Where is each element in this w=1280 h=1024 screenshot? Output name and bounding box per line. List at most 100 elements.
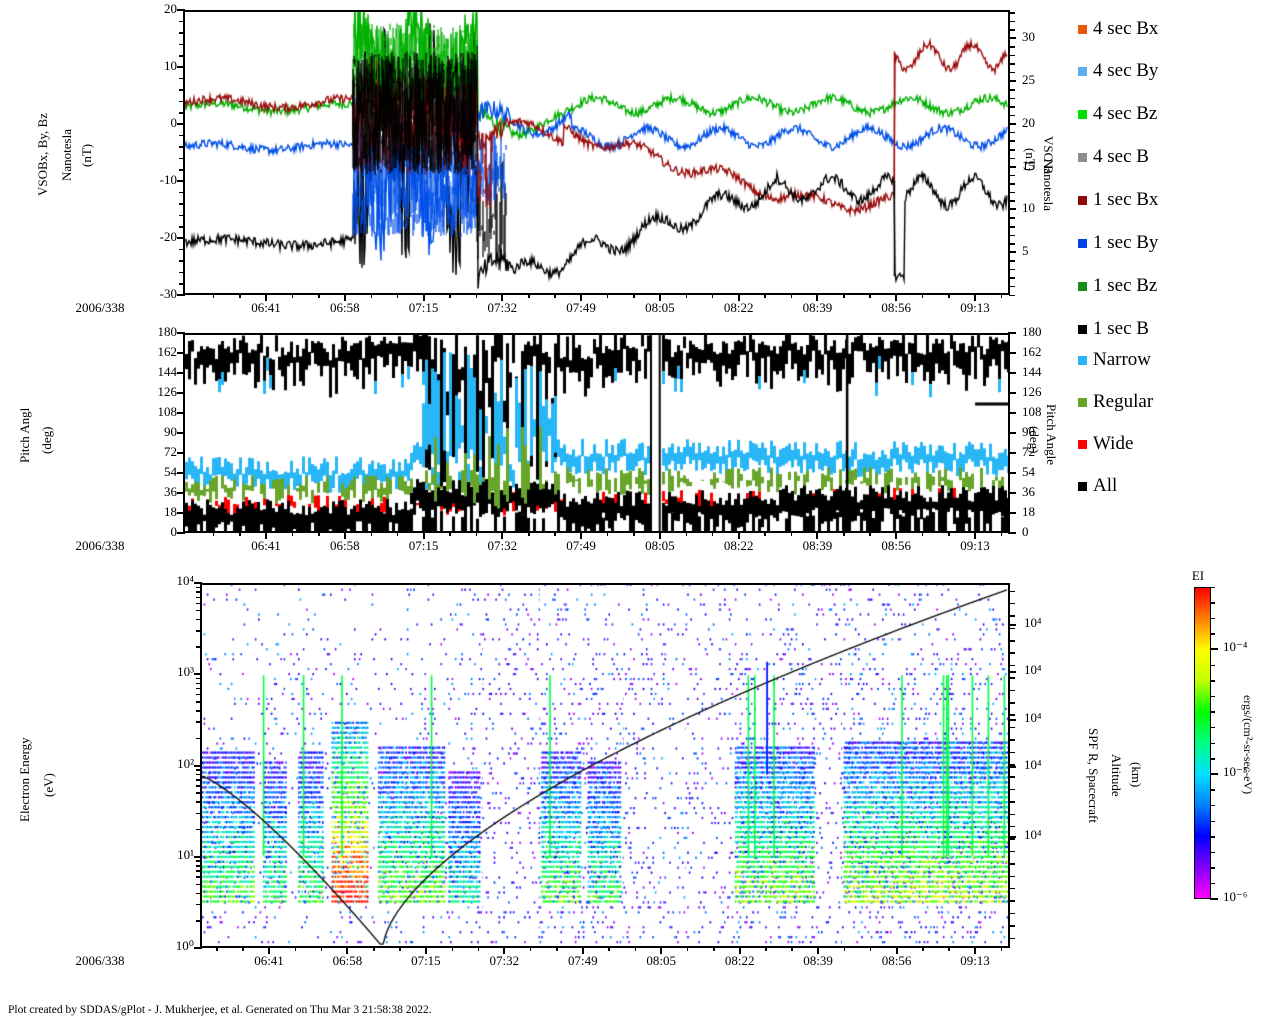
x-tick-label: 08:56 <box>881 300 912 315</box>
spectrogram-y-right-minor-tick <box>1009 838 1015 840</box>
colorbar-minor-tick <box>1210 602 1215 604</box>
legend-label: 4 sec Bx <box>1093 18 1159 39</box>
x-tick-label: 07:49 <box>566 538 596 553</box>
magnetic-date-label: 2006/338 <box>75 300 125 315</box>
x-minor-tick <box>475 293 478 298</box>
magnetic-y-minor-tick <box>179 169 184 171</box>
spectrogram-y-right-minor-tick <box>1009 664 1015 667</box>
legend-item-regular[interactable]: Regular <box>1078 391 1153 413</box>
x-tick-mark <box>658 531 661 539</box>
magnetic-y-right-minor-tick <box>1009 97 1015 100</box>
spectrogram-y-right-minor-tick <box>1009 751 1015 754</box>
magnetic-y-tick-mark <box>177 294 185 296</box>
spectrogram-y-right-minor-tick <box>1009 602 1015 605</box>
spectrogram-y-axis-label-2: (eV) <box>41 760 66 810</box>
pitch-y-right-line1: Pitch Angle <box>1043 404 1059 466</box>
x-tick-mark <box>265 293 267 301</box>
x-minor-tick <box>634 946 637 951</box>
spectrogram-y-right-minor-tick <box>1009 764 1015 766</box>
spectrogram-y-tick-label: 10¹ <box>177 846 194 862</box>
pitch-y-right-tick-label: 126 <box>1022 384 1042 399</box>
spectrogram-y-right-label-3: (km) <box>1128 740 1152 810</box>
legend-item-4-sec-b[interactable]: 4 sec B <box>1078 146 1149 168</box>
colorbar-title: EI <box>1191 568 1205 583</box>
magnetic-y-right-tick-label: 10 <box>1022 200 1035 216</box>
spectrogram-y-label-line2: (eV) <box>41 773 56 797</box>
magnetic-y-right-minor-tick <box>1009 277 1015 279</box>
spectrogram-y-minor-tick <box>196 609 201 612</box>
colorbar-minor-tick <box>1210 680 1215 682</box>
spectrogram-y-minor-tick <box>196 920 201 922</box>
legend-item-4-sec-bx[interactable]: 4 sec Bx <box>1078 18 1158 40</box>
colorbar-minor-tick <box>1210 695 1215 698</box>
pitch-y-right-tick-label: 108 <box>1022 404 1042 419</box>
magnetic-y-tick-mark <box>177 123 185 125</box>
spectrogram-y-tick-mark <box>194 855 202 858</box>
spectrogram-y-right-minor-tick <box>1009 739 1015 741</box>
x-tick-mark <box>424 946 427 954</box>
spectrogram-y-right-minor-tick <box>1009 912 1015 915</box>
magnetic-y-right-minor-tick <box>1009 191 1015 194</box>
x-tick-mark <box>268 946 270 954</box>
spectrogram-y-right-minor-tick <box>1009 714 1015 716</box>
colorbar-minor-tick <box>1210 758 1215 760</box>
pitch-y-tick-label: 162 <box>157 344 178 359</box>
spectrogram-y-minor-tick <box>196 710 201 712</box>
spectrogram-y-minor-tick <box>196 812 201 815</box>
x-tick-mark <box>503 946 506 954</box>
colorbar-minor-tick <box>1210 726 1215 729</box>
magnetic-y-right-minor-tick <box>1009 157 1015 160</box>
magnetic-y-right-minor-tick <box>1009 260 1015 262</box>
x-minor-tick <box>869 946 872 951</box>
x-tick-mark <box>581 946 584 954</box>
magnetic-y-tick-label: 10 <box>164 58 177 73</box>
x-tick-label: 09:13 <box>960 300 990 315</box>
x-minor-tick <box>554 531 556 536</box>
legend-item-narrow[interactable]: Narrow <box>1078 349 1151 371</box>
pitch-y-right-tick-label: 90 <box>1022 424 1035 439</box>
x-minor-tick <box>869 293 871 298</box>
spectrogram-y-minor-tick <box>196 630 201 632</box>
x-tick-mark <box>422 293 425 301</box>
legend-item-1-sec-by[interactable]: 1 sec By <box>1078 232 1158 254</box>
x-tick-mark <box>737 293 740 301</box>
legend-item-1-sec-bz[interactable]: 1 sec Bz <box>1078 275 1157 297</box>
magnetic-y-right-line2: Nanotesla <box>1040 159 1056 211</box>
x-tick-mark <box>658 293 661 301</box>
pitch-y-tick-label: 18 <box>164 504 177 519</box>
electron-spectrogram-frame <box>200 583 1010 948</box>
legend-item-1-sec-bx[interactable]: 1 sec Bx <box>1078 189 1158 211</box>
spectrogram-y-right-tick-label: 10⁴ <box>1024 614 1042 630</box>
x-tick-label: 06:41 <box>251 538 281 553</box>
magnetic-y-right-minor-tick <box>1009 131 1015 134</box>
legend-item-wide[interactable]: Wide <box>1078 433 1133 455</box>
magnetic-y-right-tick-label: 30 <box>1022 29 1035 45</box>
legend-item-4-sec-bz[interactable]: 4 sec Bz <box>1078 103 1157 125</box>
pitch-y-tick-mark <box>177 452 185 454</box>
legend-label: Narrow <box>1093 349 1152 370</box>
magnetic-y-minor-tick <box>179 134 184 137</box>
spectrogram-y-right-tick-label: 10⁴ <box>1024 757 1042 773</box>
magnetic-y-label-line3: (nT) <box>79 143 94 167</box>
legend-item-all[interactable]: All <box>1078 475 1117 497</box>
spectrogram-y-minor-tick <box>196 687 201 690</box>
spectrogram-y-right-line1: SPF R, Spacecraft <box>1085 727 1101 823</box>
magnetic-y-right-label-3: (nT) <box>1022 130 1046 190</box>
magnetic-y-right-tick-label: 20 <box>1022 114 1035 130</box>
magnetic-y-minor-tick <box>179 112 184 114</box>
magnetic-y-right-minor-tick <box>1009 29 1015 31</box>
colorbar-minor-tick <box>1210 867 1215 869</box>
pitch-y-label-line2: (deg) <box>39 426 54 454</box>
spectrogram-y-minor-tick <box>196 785 201 787</box>
magnetic-y-right-tick-label: 5 <box>1022 243 1029 259</box>
x-tick-label: 07:15 <box>408 538 439 553</box>
legend-item-1-sec-b[interactable]: 1 sec B <box>1078 318 1149 340</box>
pitch-y-tick-mark <box>177 412 185 414</box>
magnetic-y-right-minor-tick <box>1009 89 1015 91</box>
legend-swatch-icon <box>1078 109 1087 119</box>
legend-item-4-sec-by[interactable]: 4 sec By <box>1078 60 1158 82</box>
spectrogram-y-right-minor-tick <box>1009 776 1015 778</box>
spectrogram-y-tick-mark <box>194 673 202 676</box>
x-tick-mark <box>974 293 976 301</box>
x-minor-tick <box>239 531 241 536</box>
